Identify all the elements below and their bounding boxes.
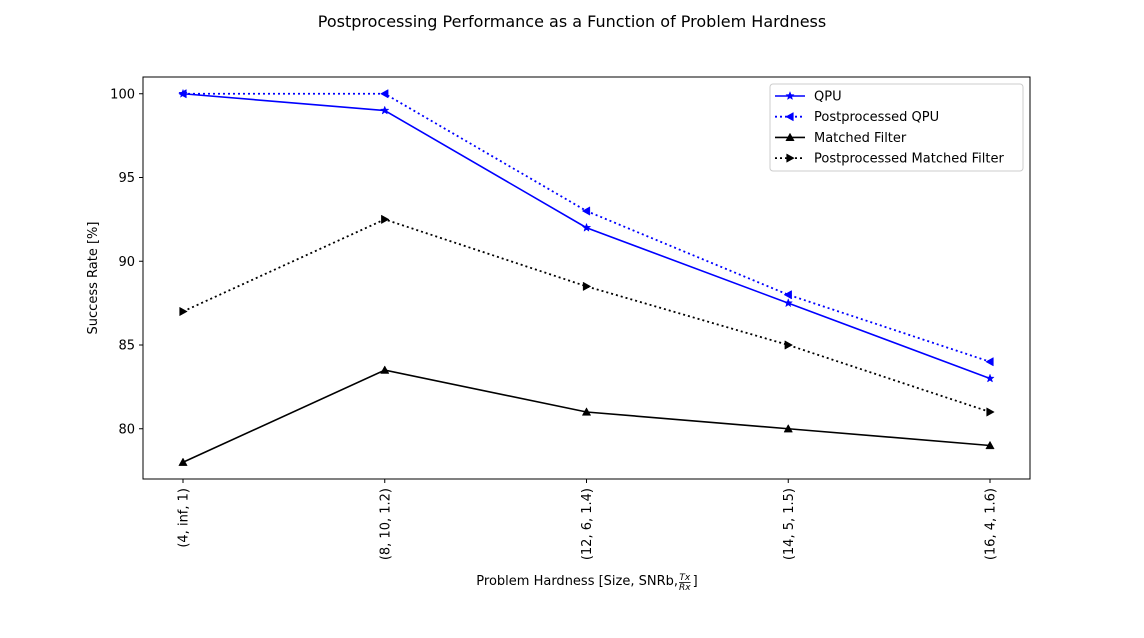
x-tick-label: (16, 4, 1.6): [984, 488, 999, 560]
series-layer: [178, 88, 995, 466]
data-point-postprocessed-qpu: [783, 290, 792, 300]
legend-marker-postprocessed-qpu: [785, 112, 794, 122]
data-point-qpu: [985, 373, 995, 383]
data-point-qpu: [783, 298, 794, 308]
x-axis: (4, inf, 1) (8, 10, 1.2) (12, 6, 1.4) (14, …: [177, 479, 999, 560]
legend-marker-qpu: [785, 90, 795, 101]
x-axis-label-fraction-numerator: Tx: [679, 573, 690, 583]
y-axis-label: Success Rate [%]: [86, 222, 101, 335]
data-point-matched-filter: [985, 440, 995, 450]
data-point-qpu: [581, 222, 592, 232]
x-axis-label-main: Problem Hardness [Size, SNRb,: [476, 574, 678, 589]
legend-marker-postprocessed-matched-filter: [786, 153, 795, 163]
x-axis-label: Problem Hardness [Size, SNRb, Tx Rx ]: [476, 573, 697, 593]
series-postprocessed-matched-filter: [179, 214, 995, 417]
y-tick-label: 100: [110, 87, 135, 102]
legend-label-qpu: QPU: [814, 90, 842, 105]
legend-label-matched-filter: Matched Filter: [814, 131, 907, 146]
data-point-postprocessed-matched-filter: [784, 340, 793, 350]
data-point-matched-filter: [380, 365, 390, 374]
y-tick-label: 85: [118, 339, 135, 354]
series-line-postprocessed-matched-filter: [182, 218, 991, 413]
data-point-matched-filter: [178, 457, 188, 466]
x-tick-label: (4, inf, 1): [177, 488, 192, 548]
data-point-postprocessed-matched-filter: [582, 281, 592, 291]
data-point-qpu: [379, 105, 390, 115]
y-axis: 80 85 90 95 100: [110, 87, 143, 437]
data-point-postprocessed-qpu: [178, 89, 187, 99]
data-point-matched-filter: [783, 424, 793, 433]
x-tick-label: (14, 5, 1.5): [782, 488, 797, 560]
data-point-postprocessed-qpu: [380, 89, 389, 99]
x-tick-label: (8, 10, 1.2): [378, 488, 393, 560]
data-point-matched-filter: [581, 407, 592, 416]
y-tick-label: 80: [118, 422, 135, 437]
chart-title: Postprocessing Performance as a Function…: [318, 12, 826, 31]
y-tick-label: 90: [118, 255, 135, 270]
data-point-postprocessed-matched-filter: [986, 407, 995, 417]
series-postprocessed-qpu: [178, 89, 994, 367]
legend-marker-matched-filter: [785, 132, 795, 142]
legend-label-postprocessed-matched-filter: Postprocessed Matched Filter: [814, 152, 1004, 167]
legend-label-postprocessed-qpu: Postprocessed QPU: [814, 110, 939, 125]
x-axis-label-close: ]: [693, 574, 698, 589]
x-tick-label: (12, 6, 1.4): [580, 488, 595, 560]
data-point-postprocessed-matched-filter: [381, 214, 390, 224]
legend: QPU Postprocessed QPU Matched Filter Postpr…: [769, 83, 1024, 172]
legend-box: [769, 83, 1024, 172]
data-point-postprocessed-qpu: [985, 357, 994, 367]
series-matched-filter: [178, 365, 995, 466]
data-point-postprocessed-matched-filter: [179, 306, 188, 317]
x-axis-label-fraction-denominator: Rx: [679, 583, 691, 593]
data-point-postprocessed-qpu: [581, 206, 591, 216]
y-tick-label: 95: [118, 171, 135, 186]
